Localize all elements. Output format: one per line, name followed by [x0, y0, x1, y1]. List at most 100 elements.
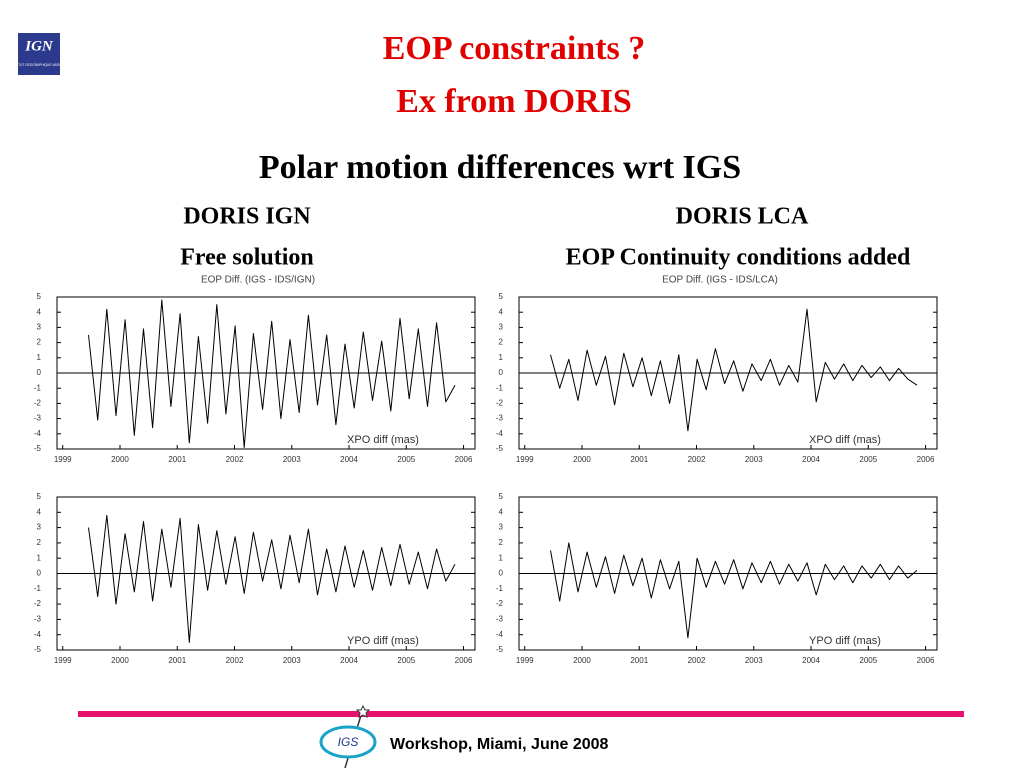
y-tick-label: 4 [37, 307, 42, 316]
ign-logo: IGN INSTITUT GEOGRAPHIQUE NATIONAL [10, 33, 68, 75]
logo-star [355, 704, 371, 718]
x-tick-label: 2006 [917, 656, 935, 665]
y-tick-label: 1 [499, 353, 504, 362]
logo-text: IGS [338, 735, 359, 749]
series-line [550, 308, 918, 432]
x-tick-label: 2002 [688, 656, 706, 665]
x-tick-label: 2006 [917, 455, 935, 464]
y-tick-label: 4 [37, 507, 42, 516]
igs-logo: IGS [319, 704, 377, 768]
y-tick-label: 2 [499, 338, 504, 347]
chart-title: EOP Diff. (IGS - IDS/LCA) [662, 275, 778, 286]
series-line [550, 542, 918, 639]
y-tick-label: 2 [499, 538, 504, 547]
y-tick-label: -5 [34, 645, 42, 654]
x-tick-label: 2001 [630, 455, 648, 464]
y-tick-label: -5 [496, 645, 504, 654]
y-tick-label: -4 [34, 630, 42, 639]
y-tick-label: 1 [37, 553, 42, 562]
column-sublabel: Free solution [180, 245, 314, 271]
x-tick-label: 1999 [516, 455, 534, 464]
x-tick-label: 1999 [54, 656, 72, 665]
x-tick-label: 2005 [859, 455, 877, 464]
y-tick-label: 3 [499, 323, 504, 332]
y-tick-label: -1 [496, 383, 504, 392]
x-tick-label: 2004 [802, 656, 820, 665]
logo-box [18, 33, 60, 75]
x-tick-label: 2001 [168, 455, 186, 464]
x-tick-label: 2003 [745, 455, 763, 464]
axis-label: XPO diff (mas) [809, 434, 881, 446]
y-tick-label: 0 [499, 368, 504, 377]
y-tick-label: 4 [499, 507, 504, 516]
x-tick-label: 2003 [283, 455, 301, 464]
y-tick-label: 5 [37, 492, 42, 501]
chart: -5 -4 -3 -2 -1 0 1 2 3 4 5 1999 2000 2001 2002 2003 2004… [496, 492, 938, 665]
logo-text: IGN [24, 38, 54, 54]
chart-title: EOP Diff. (IGS - IDS/IGN) [201, 275, 315, 286]
y-tick-label: -2 [496, 399, 504, 408]
y-tick-label: -1 [34, 584, 42, 593]
logo-subtitle: INSTITUT GEOGRAPHIQUE NATIONAL [10, 63, 68, 67]
x-tick-label: 2005 [859, 656, 877, 665]
x-tick-label: 2005 [397, 656, 415, 665]
x-tick-label: 2000 [573, 455, 591, 464]
y-tick-label: -1 [496, 584, 504, 593]
x-tick-label: 1999 [54, 455, 72, 464]
y-tick-label: 2 [37, 338, 42, 347]
y-tick-label: -2 [34, 599, 42, 608]
y-tick-label: 3 [37, 323, 42, 332]
x-tick-label: 2004 [802, 455, 820, 464]
y-tick-label: -3 [34, 414, 42, 423]
y-tick-label: -4 [496, 429, 504, 438]
y-tick-label: 1 [37, 353, 42, 362]
x-tick-label: 2000 [111, 656, 129, 665]
y-tick-label: 0 [37, 368, 42, 377]
logo-ring [319, 725, 377, 759]
x-tick-label: 2004 [340, 656, 358, 665]
y-tick-label: 2 [37, 538, 42, 547]
charts: EOP Diff. (IGS - IDS/IGN) -5 -4 -3 -2 -1 0 1 2 3 4… [34, 275, 938, 665]
x-tick-label: 2005 [397, 455, 415, 464]
y-tick-label: -2 [34, 399, 42, 408]
y-tick-label: -5 [496, 444, 504, 453]
series-line [88, 514, 456, 643]
y-tick-label: -3 [496, 414, 504, 423]
x-tick-label: 2003 [283, 656, 301, 665]
y-tick-label: 5 [499, 292, 504, 301]
x-tick-label: 2003 [745, 656, 763, 665]
axis-label: YPO diff (mas) [809, 635, 881, 647]
heading: Polar motion differences wrt IGS [259, 149, 741, 186]
x-tick-label: 2002 [688, 455, 706, 464]
x-tick-label: 2001 [630, 656, 648, 665]
y-tick-label: -5 [34, 444, 42, 453]
x-tick-label: 2002 [226, 455, 244, 464]
footer-text: Workshop, Miami, June 2008 [390, 736, 609, 753]
x-tick-label: 2001 [168, 656, 186, 665]
y-tick-label: 4 [499, 307, 504, 316]
y-tick-label: 1 [499, 553, 504, 562]
axis-label: YPO diff (mas) [347, 635, 419, 647]
chart: EOP Diff. (IGS - IDS/LCA) -5 -4 -3 -2 -1 0 1 2 3 4… [496, 275, 938, 464]
y-tick-label: 5 [499, 492, 504, 501]
column-label: DORIS LCA [676, 204, 809, 230]
y-tick-label: 3 [37, 523, 42, 532]
x-tick-label: 2000 [573, 656, 591, 665]
axis-label: XPO diff (mas) [347, 434, 419, 446]
y-tick-label: 3 [499, 523, 504, 532]
y-tick-label: -4 [34, 429, 42, 438]
chart: EOP Diff. (IGS - IDS/IGN) -5 -4 -3 -2 -1 0 1 2 3 4… [34, 275, 476, 464]
chart: -5 -4 -3 -2 -1 0 1 2 3 4 5 1999 2000 2001 2002 2003 2004… [34, 492, 476, 665]
series-line [88, 299, 456, 448]
y-tick-label: 5 [37, 292, 42, 301]
x-tick-label: 2004 [340, 455, 358, 464]
title-line-2: Ex from DORIS [396, 83, 632, 120]
x-tick-label: 2002 [226, 656, 244, 665]
y-tick-label: 0 [499, 569, 504, 578]
column-sublabel: EOP Continuity conditions added [566, 245, 911, 271]
title: EOP constraints ? [383, 30, 646, 67]
x-tick-label: 1999 [516, 656, 534, 665]
column-label: DORIS IGN [183, 204, 311, 230]
x-tick-label: 2000 [111, 455, 129, 464]
